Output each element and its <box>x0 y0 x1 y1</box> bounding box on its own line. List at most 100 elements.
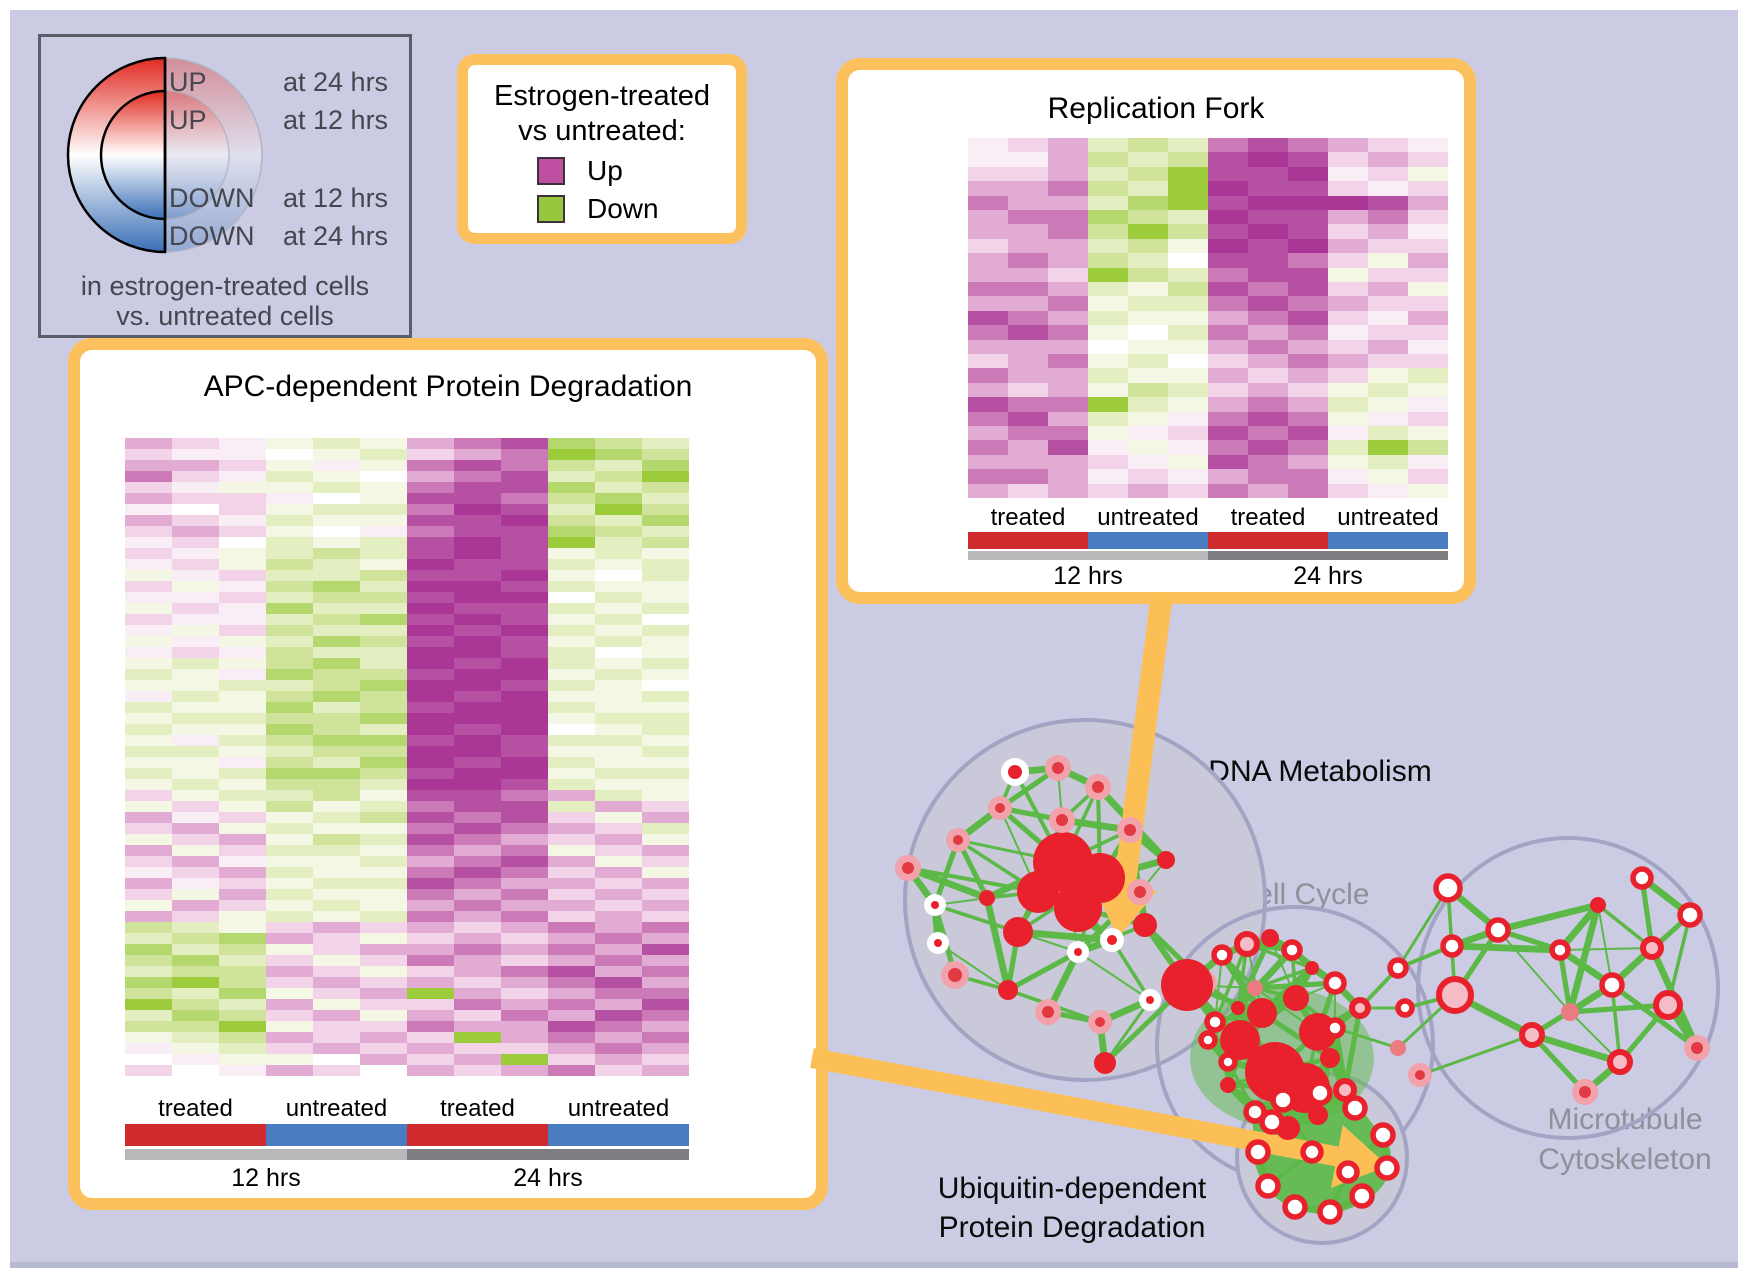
heatmap-cell <box>360 647 407 658</box>
apc-time-bar <box>125 1149 689 1160</box>
heatmap-cell <box>1008 195 1048 210</box>
heatmap-cell <box>219 493 266 504</box>
heatmap-cell <box>360 1065 407 1076</box>
heatmap-cell <box>266 878 313 889</box>
ring-legend-time-3: at 24 hrs <box>283 221 389 251</box>
heatmap-cell <box>1288 411 1328 426</box>
heatmap-cell <box>968 483 1008 498</box>
heatmap-cell <box>1008 425 1048 441</box>
heatmap-cell <box>642 482 689 493</box>
heatmap-cell <box>407 768 454 779</box>
heatmap-cell <box>1088 181 1128 196</box>
heatmap-cell <box>407 944 454 955</box>
heatmap-cell <box>1168 310 1208 326</box>
heatmap-cell <box>125 933 172 944</box>
heatmap-cell <box>1088 253 1128 268</box>
heatmap-cell <box>1008 166 1048 182</box>
rf-bar-treated-12 <box>968 532 1088 549</box>
heatmap-cell <box>360 493 407 504</box>
heatmap-cell <box>407 559 454 570</box>
heatmap-cell <box>501 537 548 548</box>
heatmap-cell <box>1368 483 1408 498</box>
heatmap-cell <box>313 537 360 548</box>
heatmap-cell <box>595 482 642 493</box>
heatmap-cell <box>548 537 595 548</box>
heatmap-cell <box>595 977 642 988</box>
heatmap-cell <box>172 592 219 603</box>
heatmap-cell <box>125 966 172 977</box>
ring-legend-dir-2: DOWN <box>169 183 255 213</box>
heatmap-cell <box>1208 325 1248 340</box>
heatmap-cell <box>548 680 595 691</box>
heatmap-cell <box>407 702 454 713</box>
heatmap-cell <box>642 724 689 735</box>
heatmap-cell <box>360 801 407 812</box>
heatmap-cell <box>1328 325 1368 340</box>
heatmap-cell <box>407 614 454 625</box>
heatmap-cell <box>454 1043 501 1054</box>
heatmap-cell <box>360 669 407 680</box>
heatmap-cell <box>313 559 360 570</box>
heatmap-cell <box>313 889 360 900</box>
heatmap-cell <box>125 911 172 922</box>
heatmap-cell <box>1088 238 1128 254</box>
heatmap-cell <box>313 944 360 955</box>
heatmap-cell <box>548 471 595 482</box>
heatmap-cell <box>360 977 407 988</box>
heatmap-cell <box>266 625 313 636</box>
heatmap-cell <box>548 823 595 834</box>
heatmap-cell <box>501 471 548 482</box>
heatmap-cell <box>266 614 313 625</box>
heatmap-cell <box>1408 382 1448 398</box>
heatmap-cell <box>407 823 454 834</box>
rf-group-label-2: treated <box>1230 504 1306 531</box>
heatmap-cell <box>1048 454 1088 470</box>
heatmap-cell <box>1408 281 1448 297</box>
heatmap-cell <box>313 977 360 988</box>
heatmap-cell <box>968 195 1008 210</box>
heatmap-cell <box>172 603 219 614</box>
heatmap-cell <box>266 438 313 449</box>
heatmap-cell <box>1248 281 1288 297</box>
heatmap-cell <box>1208 209 1248 225</box>
heatmap-cell <box>1288 310 1328 326</box>
heatmap-cell <box>125 977 172 988</box>
heatmap-cell <box>595 548 642 559</box>
heatmap-cell <box>219 801 266 812</box>
heatmap-cell <box>968 310 1008 326</box>
heatmap-cell <box>454 801 501 812</box>
heatmap-cell <box>125 691 172 702</box>
heatmap-cell <box>968 411 1008 426</box>
heatmap-cell <box>1288 209 1328 225</box>
heatmap-cell <box>1288 138 1328 153</box>
heatmap-cell <box>219 724 266 735</box>
heatmap-cell <box>219 900 266 911</box>
heatmap-cell <box>313 702 360 713</box>
heatmap-cell <box>407 867 454 878</box>
rf-bar-24hrs <box>1208 551 1448 560</box>
heatmap-cell <box>454 537 501 548</box>
heatmap-cell <box>1288 181 1328 196</box>
heatmap-cell <box>219 1010 266 1021</box>
heatmap-cell <box>548 559 595 570</box>
rf-condition-bar <box>968 532 1448 549</box>
heatmap-cell <box>1008 138 1048 153</box>
heatmap-cell <box>1208 368 1248 383</box>
heatmap-cell <box>407 790 454 801</box>
heatmap-cell <box>595 834 642 845</box>
heatmap-cell <box>313 460 360 471</box>
heatmap-cell <box>219 1043 266 1054</box>
apc-group-label-2: treated <box>440 1095 515 1122</box>
heatmap-cell <box>968 181 1008 196</box>
heatmap-cell <box>1208 310 1248 326</box>
heatmap-cell <box>501 735 548 746</box>
heatmap-cell <box>172 933 219 944</box>
heatmap-cell <box>548 966 595 977</box>
heatmap-cell <box>313 625 360 636</box>
heatmap-cell <box>1328 469 1368 484</box>
heatmap-cell <box>125 713 172 724</box>
heatmap-cell <box>407 581 454 592</box>
heatmap-cell <box>454 911 501 922</box>
heatmap-cell <box>1288 440 1328 455</box>
heatmap-cell <box>1288 425 1328 441</box>
